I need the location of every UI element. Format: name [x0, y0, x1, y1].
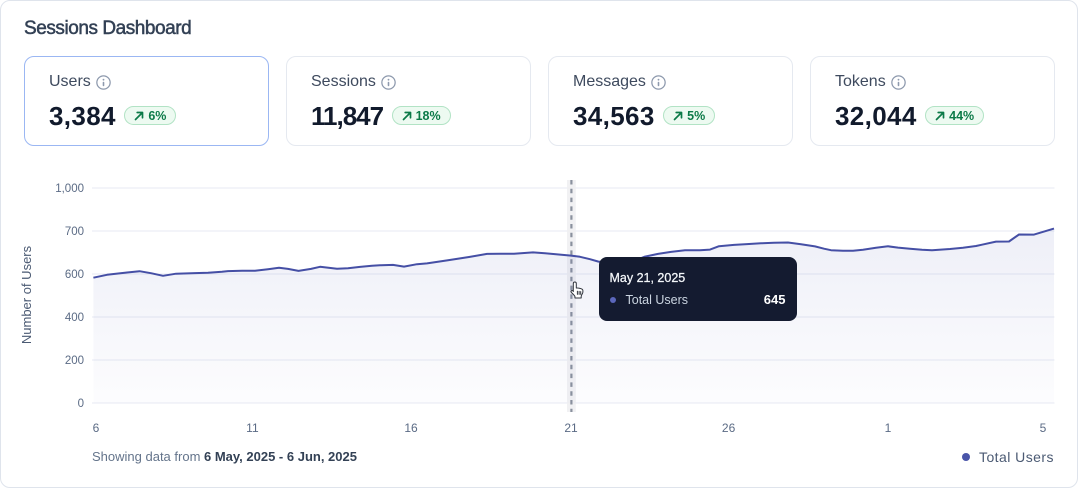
- svg-text:21: 21: [564, 421, 578, 435]
- svg-text:Number of Users: Number of Users: [19, 245, 34, 344]
- svg-text:700: 700: [65, 226, 84, 238]
- svg-text:11: 11: [246, 421, 259, 435]
- svg-text:600: 600: [65, 269, 84, 281]
- svg-text:0: 0: [78, 398, 84, 410]
- svg-text:6: 6: [93, 421, 100, 435]
- svg-text:1,000: 1,000: [55, 183, 84, 195]
- svg-text:16: 16: [404, 421, 418, 435]
- svg-text:200: 200: [65, 355, 84, 367]
- svg-text:5: 5: [1040, 421, 1047, 435]
- svg-text:1: 1: [885, 421, 892, 435]
- svg-text:26: 26: [722, 421, 736, 435]
- svg-text:400: 400: [65, 312, 84, 324]
